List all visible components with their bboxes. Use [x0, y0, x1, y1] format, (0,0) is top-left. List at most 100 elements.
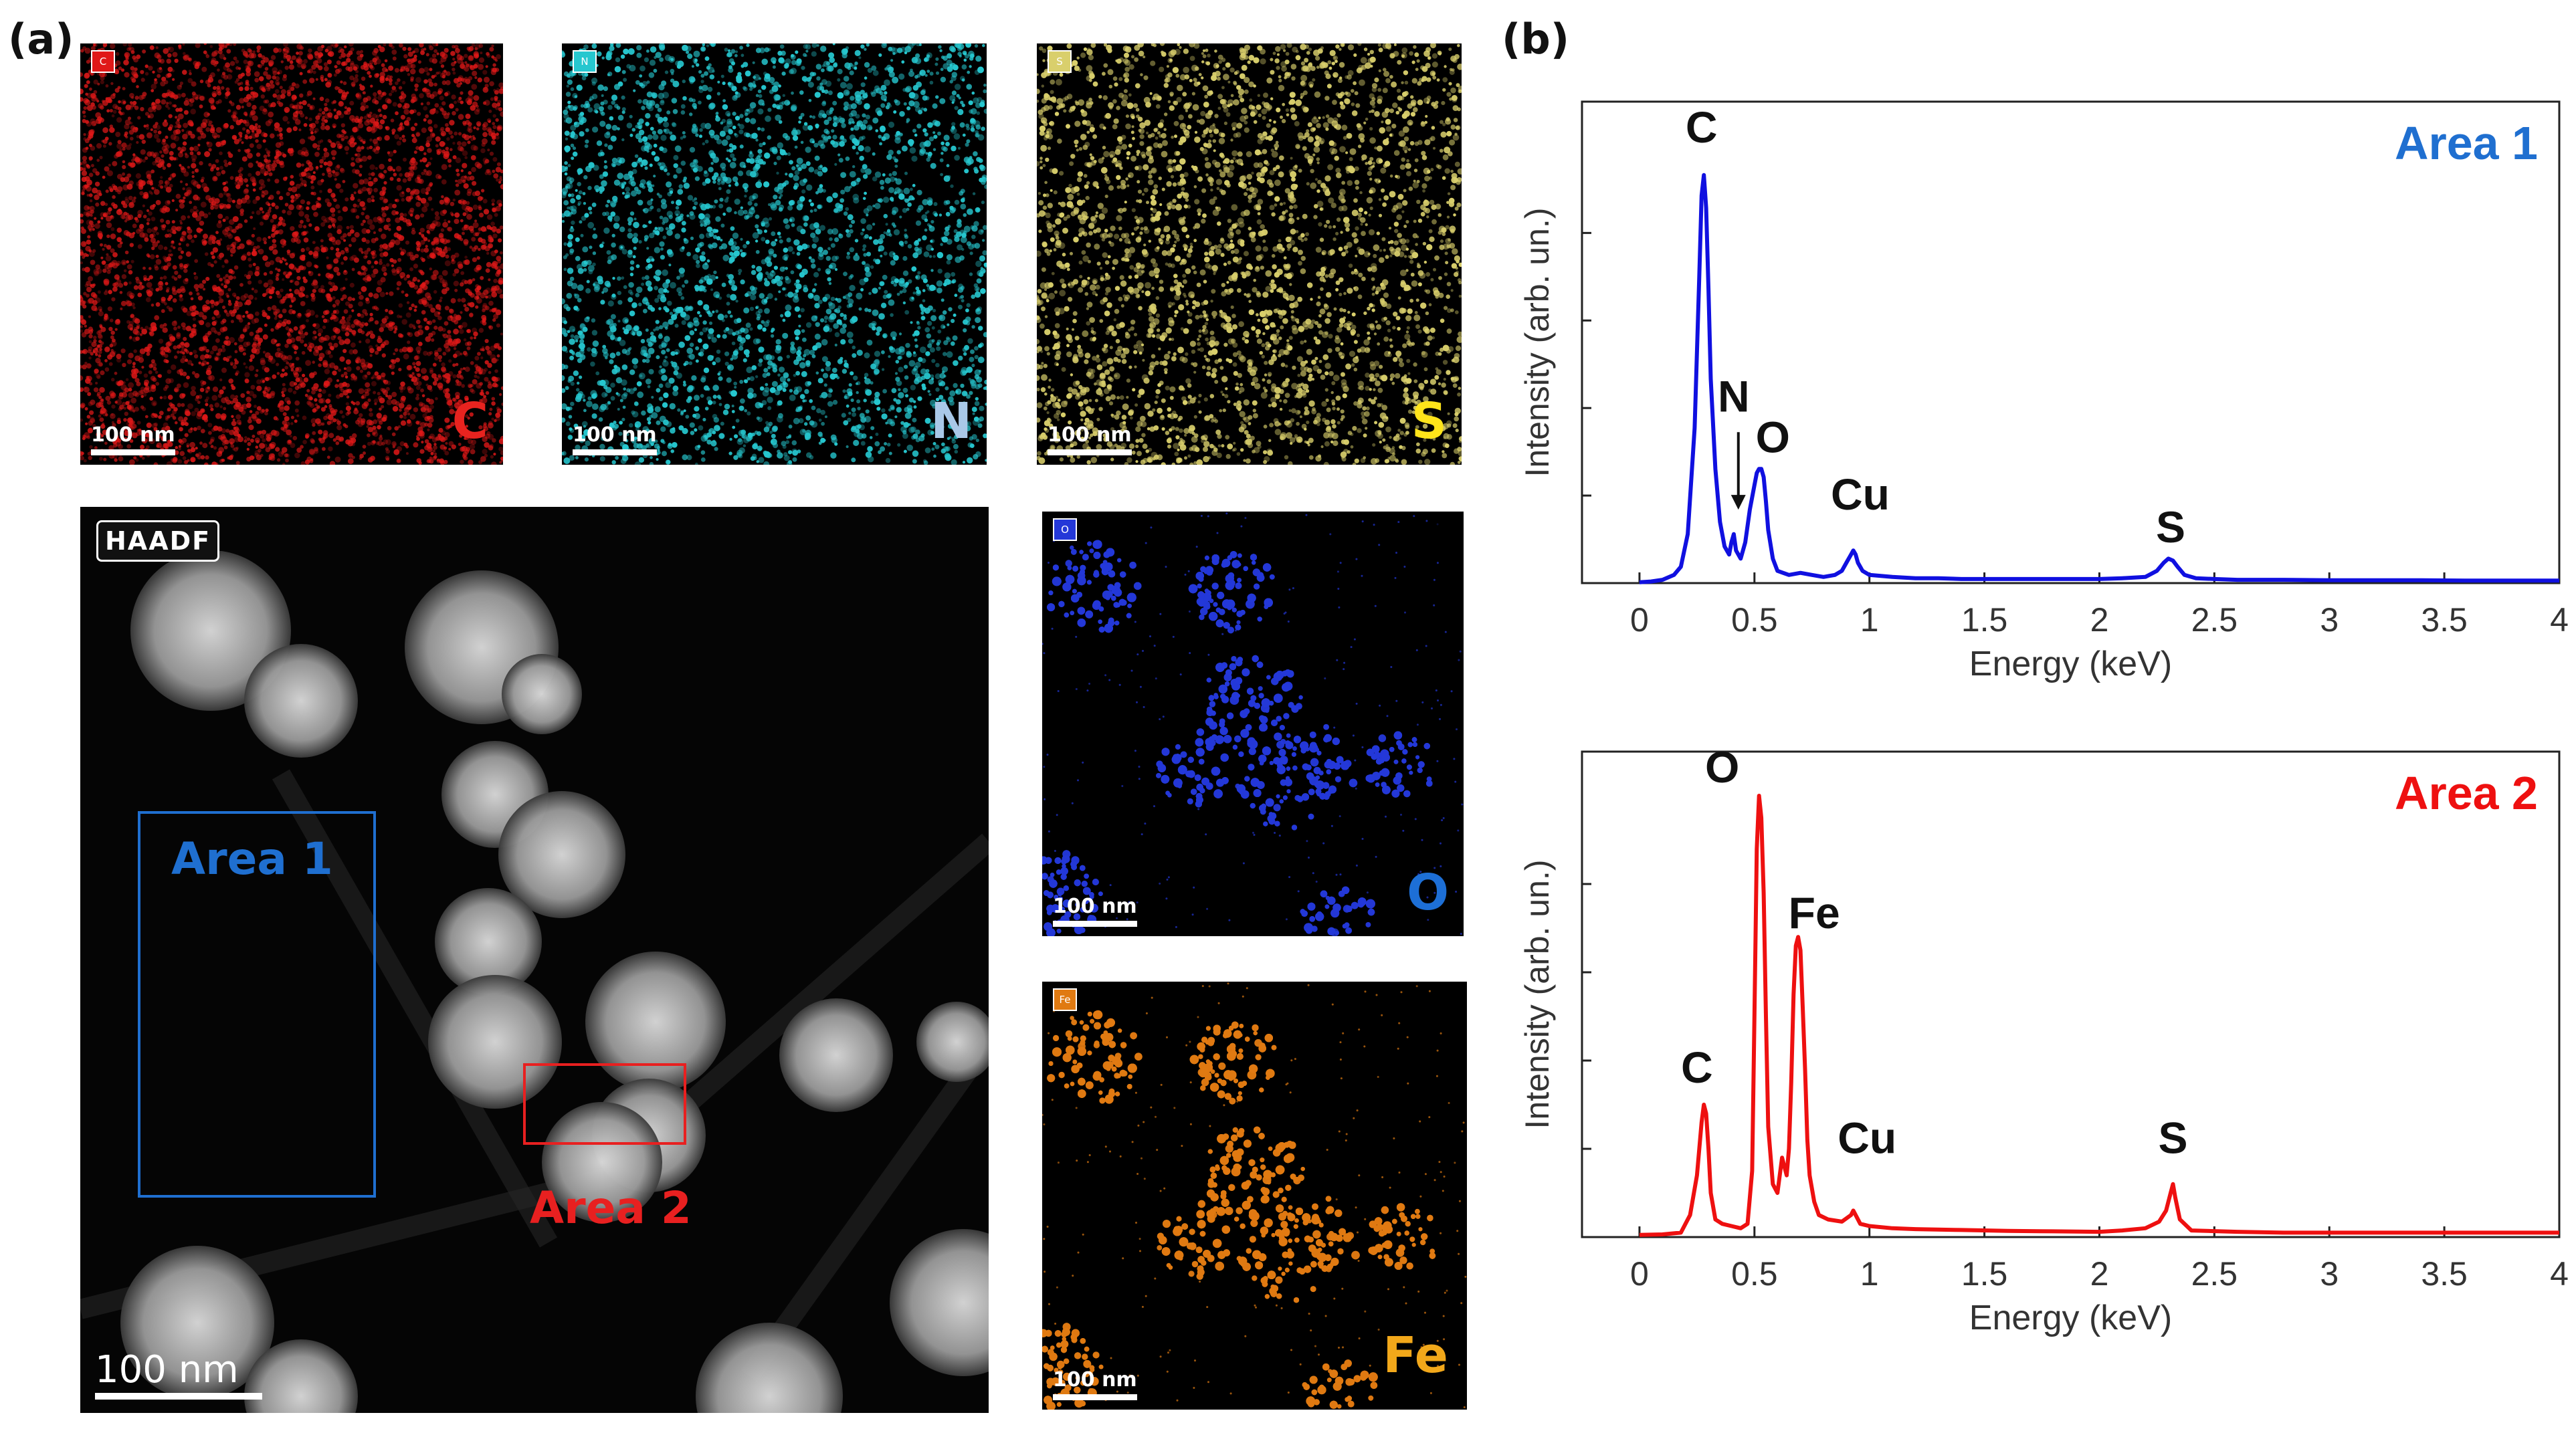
- map-dot: [258, 448, 262, 453]
- map-dot: [128, 130, 134, 135]
- map-dot: [138, 431, 144, 436]
- map-dot: [132, 306, 136, 310]
- map-dot: [101, 139, 104, 143]
- map-dot: [267, 279, 274, 286]
- map-dot: [453, 347, 457, 350]
- map-dot: [179, 219, 183, 223]
- map-dot: [83, 292, 87, 296]
- map-dot: [179, 427, 183, 432]
- map-dot: [466, 328, 472, 334]
- map-dot: [196, 127, 201, 133]
- map-dot: [223, 159, 227, 164]
- map-dot: [124, 131, 128, 136]
- map-dot: [318, 363, 322, 367]
- map-dot: [367, 274, 371, 278]
- map-dot: [205, 53, 208, 56]
- map-dot: [310, 439, 316, 444]
- map-dot: [359, 201, 365, 207]
- map-dot: [494, 419, 497, 423]
- map-dot: [424, 439, 429, 444]
- map-dot: [337, 86, 340, 90]
- map-dot: [239, 167, 243, 171]
- map-dot: [149, 331, 155, 336]
- map-dot: [185, 183, 189, 187]
- map-dot: [251, 413, 257, 419]
- map-dot: [143, 373, 148, 378]
- map-dot: [289, 288, 292, 292]
- map-dot: [435, 304, 441, 310]
- map-dot: [82, 192, 85, 195]
- map-dot: [467, 140, 471, 144]
- map-dot: [385, 457, 390, 461]
- map-dot: [402, 81, 406, 85]
- map-dot: [355, 215, 360, 219]
- map-dot: [473, 126, 476, 130]
- map-dot: [290, 226, 295, 231]
- map-dot: [348, 453, 353, 458]
- map-dot: [270, 391, 276, 396]
- map-dot: [342, 206, 349, 212]
- map-dot: [304, 343, 308, 347]
- map-dot: [369, 312, 373, 316]
- map-dot: [355, 116, 359, 120]
- map-dot: [245, 199, 251, 204]
- map-dot: [139, 282, 142, 285]
- map-dot: [200, 201, 207, 208]
- map-dot: [297, 312, 302, 317]
- map-dot: [108, 290, 112, 295]
- map-dot: [182, 351, 185, 355]
- map-dot: [421, 375, 425, 380]
- map-dot: [488, 300, 494, 306]
- map-dot: [360, 139, 363, 142]
- map-dot: [176, 124, 181, 128]
- map-dot: [167, 229, 170, 233]
- map-dot: [340, 168, 345, 174]
- map-dot: [461, 298, 466, 303]
- map-dot: [313, 323, 317, 327]
- map-dot: [191, 81, 197, 87]
- map-dot: [165, 144, 170, 150]
- map-dot: [451, 259, 456, 265]
- map-dot: [229, 176, 234, 180]
- map-dot: [255, 411, 260, 415]
- map-dot: [151, 84, 157, 90]
- map-dot: [455, 157, 462, 163]
- map-dot: [290, 443, 296, 448]
- map-dot: [88, 144, 92, 147]
- map-dot: [195, 288, 199, 292]
- map-dot: [139, 191, 144, 196]
- map-dot: [216, 86, 221, 90]
- map-dot: [261, 190, 265, 193]
- map-dot: [95, 171, 100, 176]
- map-dot: [245, 67, 252, 73]
- map-dot: [118, 100, 121, 104]
- map-dot: [232, 418, 235, 421]
- map-dot: [389, 75, 393, 79]
- map-dot: [365, 215, 370, 220]
- map-dot: [258, 76, 264, 82]
- map-dot: [189, 151, 194, 156]
- map-dot: [170, 245, 173, 248]
- map-dot: [191, 363, 194, 366]
- map-dot: [215, 127, 222, 133]
- map-dot: [189, 291, 193, 296]
- map-dot: [431, 338, 435, 342]
- map-dot: [203, 213, 209, 219]
- map-dot: [447, 247, 452, 251]
- map-dot: [390, 118, 395, 122]
- map-dot: [312, 280, 318, 286]
- map-dot: [417, 112, 421, 116]
- map-dot: [409, 166, 415, 171]
- map-dot: [289, 304, 293, 308]
- map-dot: [389, 43, 393, 47]
- map-dot: [153, 226, 159, 231]
- map-dot: [183, 51, 186, 56]
- map-dot: [162, 166, 167, 171]
- map-dot: [321, 315, 325, 318]
- map-dot: [284, 343, 289, 348]
- map-dot: [256, 237, 262, 242]
- map-dot: [162, 255, 167, 260]
- map-dot: [496, 408, 502, 414]
- map-dot: [359, 358, 366, 364]
- map-dot: [347, 232, 352, 237]
